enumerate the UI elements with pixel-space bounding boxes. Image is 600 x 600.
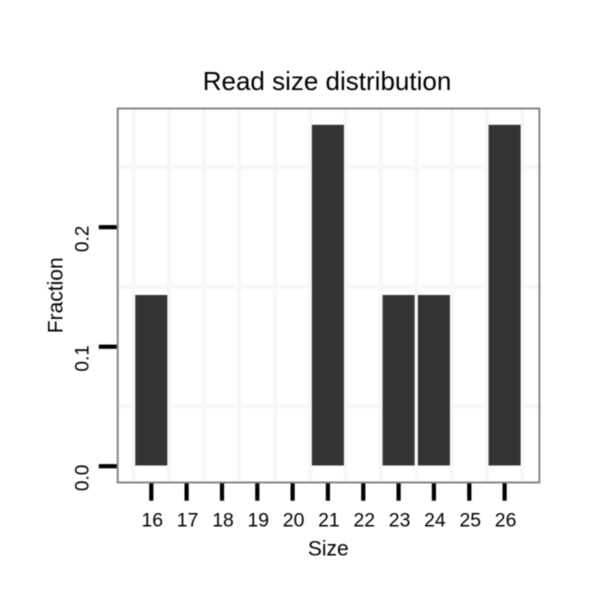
svg-text:21: 21 <box>318 510 340 532</box>
svg-text:19: 19 <box>248 510 270 532</box>
svg-text:26: 26 <box>495 510 517 532</box>
svg-text:Read size distribution: Read size distribution <box>203 66 452 96</box>
svg-text:22: 22 <box>354 510 376 532</box>
svg-text:Size: Size <box>308 537 349 560</box>
svg-text:18: 18 <box>212 510 234 532</box>
svg-text:16: 16 <box>142 510 164 532</box>
svg-text:25: 25 <box>460 510 482 532</box>
svg-text:Fraction: Fraction <box>45 257 68 333</box>
svg-text:24: 24 <box>424 510 446 532</box>
svg-text:0.2: 0.2 <box>72 226 93 252</box>
svg-text:17: 17 <box>177 510 199 532</box>
svg-text:0.1: 0.1 <box>72 345 93 371</box>
svg-text:23: 23 <box>389 510 411 532</box>
svg-text:20: 20 <box>283 510 305 532</box>
svg-text:0.0: 0.0 <box>72 465 93 491</box>
